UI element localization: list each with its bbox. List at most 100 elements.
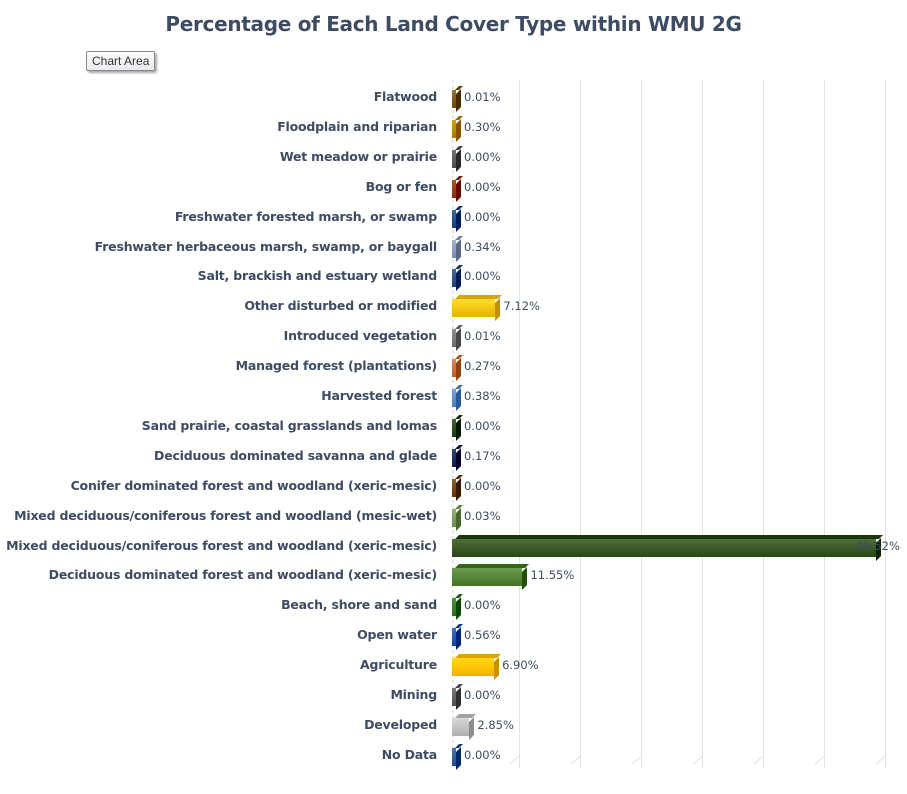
data-label: 0.00% — [464, 149, 501, 164]
bar[interactable] — [452, 474, 463, 501]
bar-row: Deciduous dominated forest and woodland … — [0, 560, 907, 591]
bar-top-face — [455, 654, 502, 659]
bar[interactable] — [452, 564, 530, 591]
bar-front-face — [452, 598, 456, 617]
category-label: Beach, shore and sand — [281, 597, 437, 613]
bar-row: Salt, brackish and estuary wetland 0.00% — [0, 261, 907, 292]
bar[interactable] — [452, 235, 463, 262]
bar-row: Mixed deciduous/coniferous forest and wo… — [0, 531, 907, 561]
bar-side-face — [456, 238, 461, 262]
bar[interactable] — [452, 534, 884, 561]
chart-area-tooltip: Chart Area — [86, 51, 156, 71]
bar-row: Mixed deciduous/coniferous forest and wo… — [0, 501, 907, 531]
bar[interactable] — [452, 385, 463, 411]
data-label: 0.56% — [464, 628, 501, 643]
bar-side-face — [495, 298, 501, 322]
bar-front-face — [452, 628, 456, 647]
data-label: 0.01% — [464, 329, 501, 344]
bar-row: Developed 2.85% — [0, 710, 907, 740]
gridline — [763, 80, 764, 768]
bar[interactable] — [452, 444, 463, 471]
data-label: 0.34% — [464, 239, 501, 254]
bar-side-face — [456, 417, 461, 441]
bar-row: Introduced vegetation 0.01% — [0, 321, 907, 352]
bar-front-face — [452, 179, 456, 198]
data-label: 0.38% — [464, 389, 501, 403]
bar-front-face — [452, 359, 456, 378]
bar-row: Mining 0.00% — [0, 680, 907, 710]
bar-front-face — [452, 568, 523, 587]
bar-front-face — [452, 299, 496, 318]
bar[interactable] — [452, 145, 463, 172]
bar-front-face — [452, 209, 456, 228]
bar-top-face — [455, 295, 503, 300]
category-label: Floodplain and riparian — [277, 118, 437, 134]
category-label: Introduced vegetation — [283, 328, 438, 344]
bar-side-face — [494, 657, 500, 681]
bar-side-face — [456, 687, 461, 710]
gridline — [519, 80, 520, 768]
bar[interactable] — [452, 504, 463, 531]
data-label: 6.90% — [502, 658, 539, 673]
bar-row: Bog or fen 0.00% — [0, 172, 907, 202]
data-label: 0.27% — [464, 359, 501, 374]
bar-side-face — [456, 268, 461, 292]
bar-side-face — [456, 507, 461, 531]
bar-top-face — [455, 205, 463, 210]
category-label: Mixed deciduous/coniferous forest and wo… — [6, 537, 437, 553]
bar[interactable] — [452, 684, 463, 710]
bar-top-face — [455, 504, 463, 509]
gridline — [824, 80, 825, 768]
category-label: Conifer dominated forest and woodland (x… — [70, 477, 438, 493]
data-label: 11.55% — [530, 568, 575, 583]
category-label: Mining — [390, 687, 437, 702]
bar-front-face — [452, 478, 456, 497]
data-label: 0.03% — [464, 508, 501, 523]
bar-side-face — [456, 388, 461, 411]
bar-row: Wet meadow or prairie 0.00% — [0, 142, 907, 172]
category-label: Wet meadow or prairie — [279, 148, 437, 164]
bar-front-face — [452, 149, 456, 168]
bar-row: Freshwater forested marsh, or swamp 0.00% — [0, 202, 907, 232]
category-label: No Data — [381, 746, 437, 762]
data-label: 0.00% — [464, 688, 501, 702]
bar[interactable] — [452, 295, 503, 322]
bar-side-face — [522, 567, 528, 591]
category-label: Agriculture — [360, 657, 437, 673]
category-label: Bog or fen — [365, 178, 438, 194]
bar[interactable] — [452, 325, 463, 352]
gridline — [641, 80, 642, 768]
data-label: 0.01% — [464, 90, 501, 104]
category-label: Open water — [357, 627, 437, 643]
category-label: Freshwater herbaceous marsh, swamp, or b… — [94, 238, 438, 254]
bar[interactable] — [452, 205, 463, 232]
bar-row: No Data 0.00% — [0, 740, 907, 770]
bar[interactable] — [452, 713, 477, 740]
bar-top-face — [455, 235, 463, 240]
data-label: 0.00% — [464, 478, 501, 493]
bar[interactable] — [452, 175, 463, 202]
category-label: Managed forest (plantations) — [235, 358, 438, 374]
bar-side-face — [456, 746, 461, 770]
data-label: 0.00% — [464, 747, 501, 762]
bar[interactable] — [452, 115, 463, 142]
bar[interactable] — [452, 414, 463, 441]
bar-front-face — [452, 239, 456, 258]
bar-side-face — [456, 148, 461, 172]
bar-side-face — [456, 447, 461, 471]
data-label: 0.30% — [464, 119, 501, 134]
bar[interactable] — [452, 654, 502, 681]
chart-title: Percentage of Each Land Cover Type withi… — [165, 12, 742, 36]
bar[interactable] — [452, 624, 463, 651]
bar-front-face — [452, 418, 456, 437]
gridline — [702, 80, 703, 768]
bar[interactable] — [452, 594, 463, 621]
bar[interactable] — [452, 265, 463, 292]
bar-row: Other disturbed or modified 7.12% — [0, 291, 907, 322]
bar-row: Deciduous dominated savanna and glade 0.1… — [0, 441, 907, 471]
bar-front-face — [452, 538, 877, 557]
bar[interactable] — [452, 86, 463, 112]
bar[interactable] — [452, 743, 463, 770]
plot-area[interactable]: Flatwood 0.01% Floodplain and riparian 0.30… — [0, 80, 907, 780]
bar[interactable] — [452, 355, 463, 382]
